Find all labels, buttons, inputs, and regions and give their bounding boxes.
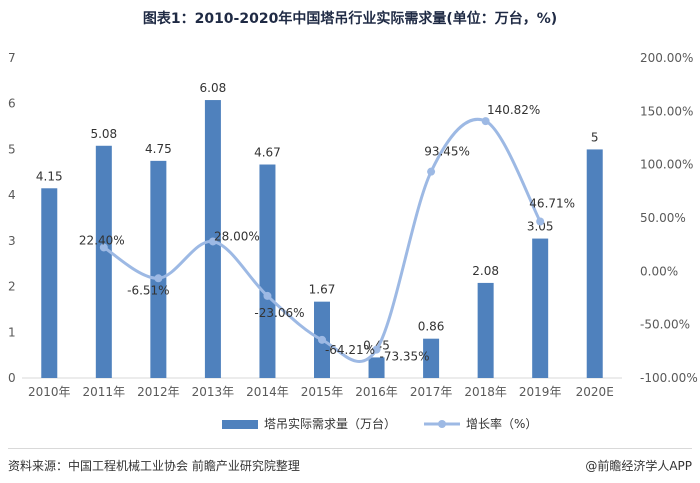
- legend-bar-swatch: [222, 420, 258, 429]
- x-tick-label: 2020E: [576, 385, 614, 399]
- bar: [95, 145, 112, 378]
- bar-value-label: 4.15: [36, 169, 63, 183]
- chart-area: 0 1 2 3 4 5 6 7 -100.00% -50.00% 0.00% 50.00% 100.00…: [8, 51, 698, 431]
- growth-value-label: -73.35%: [379, 350, 429, 364]
- x-tick-label: 2016年: [355, 385, 398, 399]
- left-tick-label: 2: [8, 280, 16, 294]
- growth-value-label: -64.21%: [325, 343, 375, 357]
- legend-line-label: 增长率（%）: [466, 416, 537, 431]
- bar-value-label: 4.67: [254, 146, 281, 160]
- x-tick-label: 2018年: [464, 385, 507, 399]
- right-tick-label: 100.00%: [640, 158, 693, 172]
- growth-value-label: -6.51%: [127, 283, 169, 297]
- right-tick-label: 200.00%: [640, 51, 693, 65]
- footer: 资料来源：中国工程机械工业协会 前瞻产业研究院整理 @前瞻经济学人APP: [8, 457, 692, 474]
- left-tick-label: 4: [8, 188, 16, 202]
- growth-point: [372, 345, 381, 354]
- x-tick-label: 2014年: [246, 385, 289, 399]
- right-tick-label: 150.00%: [640, 104, 693, 118]
- right-tick-label: 0.00%: [640, 264, 678, 278]
- bar-value-label: 5.08: [90, 127, 117, 141]
- left-tick-label: 0: [8, 371, 16, 385]
- x-tick-label: 2015年: [301, 385, 344, 399]
- x-tick-label: 2017年: [410, 385, 453, 399]
- x-tick-label: 2012年: [137, 385, 180, 399]
- footer-divider: [8, 448, 692, 449]
- x-tick-label: 2013年: [192, 385, 235, 399]
- bar: [532, 238, 549, 378]
- source-note: 资料来源：中国工程机械工业协会 前瞻产业研究院整理: [8, 459, 300, 473]
- axes-group: 0 1 2 3 4 5 6 7 -100.00% -50.00% 0.00% 50.00% 100.00…: [8, 51, 698, 399]
- bar-value-label: 2.08: [472, 264, 499, 278]
- growth-value-label: -23.06%: [254, 306, 304, 320]
- bar: [150, 160, 167, 378]
- right-tick-label: -100.00%: [640, 371, 698, 385]
- growth-point: [263, 291, 272, 300]
- bar: [259, 164, 276, 378]
- growth-point: [427, 167, 436, 176]
- growth-labels: 22.40% -6.51% 28.00% -23.06% -64.21% -73.35% 9…: [79, 103, 575, 363]
- bar: [477, 282, 494, 378]
- x-tick-label: 2019年: [519, 385, 562, 399]
- bar-series: [41, 100, 603, 379]
- bar: [586, 149, 603, 378]
- right-tick-label: 50.00%: [640, 211, 686, 225]
- growth-point: [481, 117, 490, 126]
- bar-value-label: 0.45: [363, 338, 390, 352]
- growth-value-label: 140.82%: [487, 103, 540, 117]
- growth-point: [536, 217, 545, 226]
- chart-title: 图表1：2010-2020年中国塔吊行业实际需求量(单位：万台，%): [142, 11, 558, 27]
- bar-value-label: 5: [591, 130, 599, 144]
- bar-value-label: 6.08: [200, 81, 227, 95]
- legend-bar-label: 塔吊实际需求量（万台）: [264, 416, 396, 431]
- growth-line-series: [99, 117, 545, 364]
- growth-value-label: 93.45%: [424, 145, 470, 159]
- growth-value-label: 22.40%: [79, 233, 125, 247]
- left-tick-label: 7: [8, 51, 16, 65]
- growth-point: [318, 335, 326, 344]
- bar: [368, 357, 385, 378]
- left-tick-label: 5: [8, 142, 16, 156]
- left-tick-label: 3: [8, 234, 16, 248]
- bar-value-label: 1.67: [309, 283, 336, 297]
- growth-line: [103, 117, 542, 364]
- legend-line-marker: [438, 420, 446, 428]
- bar: [41, 188, 58, 378]
- growth-point: [99, 243, 108, 252]
- bar: [423, 338, 440, 378]
- bar-labels: 4.15 5.08 4.75 6.08 4.67 1.67 0.45 0.86 2.08 3.05…: [36, 81, 599, 352]
- x-tick-label: 2011年: [83, 385, 126, 399]
- right-tick-label: -50.00%: [640, 318, 690, 332]
- left-tick-label: 1: [8, 325, 16, 339]
- bar-value-label: 0.86: [418, 320, 445, 334]
- left-tick-label: 6: [8, 97, 16, 111]
- bar-value-label: 4.75: [145, 142, 172, 156]
- growth-point: [208, 237, 217, 246]
- brand-note: @前瞻经济学人APP: [585, 459, 692, 473]
- bar-value-label: 3.05: [527, 220, 554, 234]
- legend: 塔吊实际需求量（万台） 增长率（%）: [222, 416, 537, 431]
- growth-value-label: 46.71%: [529, 197, 575, 211]
- growth-value-label: 28.00%: [214, 229, 260, 243]
- x-tick-label: 2010年: [28, 385, 71, 399]
- growth-point: [154, 274, 163, 283]
